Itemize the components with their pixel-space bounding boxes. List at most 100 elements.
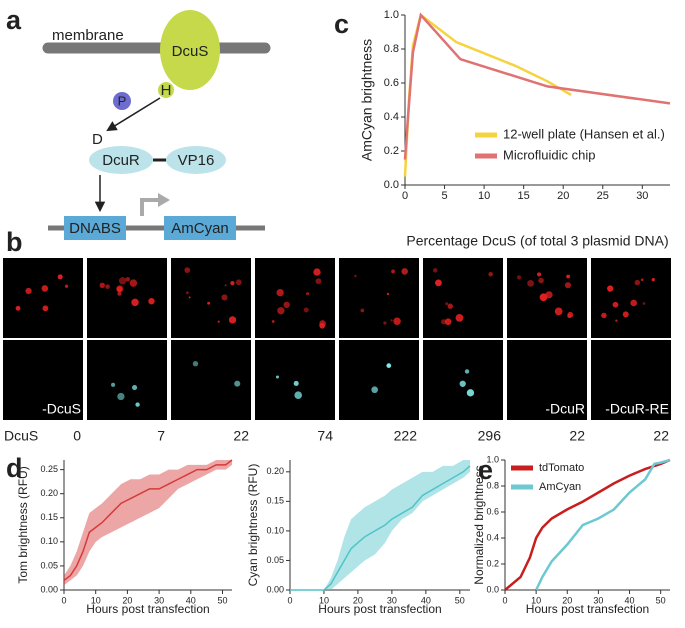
cell-spot: [224, 284, 227, 287]
cell-spot: [642, 302, 646, 305]
cell-spot: [601, 312, 607, 319]
cell-spot: [294, 391, 303, 400]
x-tick-label: 40: [625, 595, 635, 605]
y-axis-title: Normalized brightness: [472, 465, 486, 584]
y-tick-label: 0.05: [40, 560, 58, 570]
error-band: [290, 460, 470, 590]
amount-label: 296: [478, 428, 502, 444]
micrograph: [423, 340, 503, 420]
promoter-arrowhead: [158, 193, 170, 207]
cell-spot: [41, 285, 49, 292]
cell-spot: [117, 291, 122, 296]
micrograph: [171, 340, 251, 420]
cell-spot: [117, 392, 125, 401]
y-tick-label: 0.6: [384, 77, 399, 89]
y-tick-label: 0.4: [384, 111, 399, 123]
cell-spot: [271, 320, 275, 323]
cell-spot: [634, 279, 641, 286]
cell-spot: [393, 317, 401, 325]
dnabs-label: DNABS: [69, 220, 121, 237]
histidine-site: [158, 82, 174, 98]
cell-spot: [383, 321, 387, 325]
y-tick-label: 0.15: [40, 512, 58, 522]
x-tick-label: 50: [656, 595, 666, 605]
dnabs-box: [64, 216, 126, 240]
x-tick-label: 25: [597, 190, 609, 202]
y-tick-label: 1.0: [486, 454, 499, 464]
cell-spot: [118, 277, 127, 285]
x-tick-label: 0: [287, 595, 292, 605]
cell-spot: [135, 402, 140, 407]
cell-spot: [184, 267, 191, 273]
micrograph: [87, 340, 167, 420]
row-label: DcuS: [4, 428, 38, 444]
x-tick-label: 30: [387, 595, 397, 605]
cell-spot: [15, 305, 21, 311]
y-tick-label: 0.8: [384, 43, 399, 55]
cell-spot: [545, 291, 553, 299]
cell-spot: [116, 286, 123, 293]
cell-spot: [25, 287, 32, 295]
x-tick-label: 30: [154, 595, 164, 605]
x-tick-label: 30: [636, 190, 648, 202]
data-line: [63, 459, 233, 581]
cell-spot: [303, 307, 309, 313]
cell-spot: [401, 268, 408, 275]
y-tick-label: 0.4: [486, 532, 499, 542]
cell-spot: [527, 279, 534, 287]
dcus-protein: [160, 10, 220, 90]
y-tick-label: 0.2: [486, 558, 499, 568]
cell-spot: [447, 303, 453, 309]
y-axis-title: Tom brightness (RFU): [16, 466, 30, 583]
legend-label: AmCyan: [539, 481, 581, 493]
x-tick-label: 50: [217, 595, 227, 605]
y-tick-label: 0.20: [266, 466, 284, 476]
cell-spot: [313, 268, 321, 276]
x-tick-label: 10: [531, 595, 541, 605]
cell-spot: [293, 380, 299, 386]
cell-spot: [188, 296, 191, 299]
arrow: [106, 97, 161, 132]
amount-label: 222: [394, 428, 418, 444]
x-tick-label: 50: [455, 595, 465, 605]
x-tick-label: 20: [353, 595, 363, 605]
cell-spot: [391, 269, 395, 274]
micrograph: [171, 258, 251, 338]
cell-spot: [105, 284, 110, 289]
panel-label: e: [478, 455, 493, 485]
y-tick-label: 0.6: [486, 506, 499, 516]
cell-spot: [630, 299, 638, 307]
cell-spot: [230, 281, 235, 286]
x-tick-label: 40: [421, 595, 431, 605]
cell-spot: [192, 361, 199, 367]
micrograph: [591, 340, 671, 420]
data-line: [535, 458, 671, 591]
cell-spot: [148, 298, 155, 305]
cell-spot: [360, 308, 365, 313]
phosphate-label: P: [118, 93, 127, 108]
cell-spot: [235, 279, 242, 286]
promoter-arrow: [140, 198, 160, 216]
x-tick-label: 40: [186, 595, 196, 605]
micrograph: [507, 340, 587, 420]
cell-spot: [640, 278, 644, 282]
x-tick-label: 10: [478, 190, 490, 202]
y-tick-label: 0.0: [384, 179, 399, 191]
cell-spot: [283, 301, 290, 309]
cell-spot: [554, 307, 563, 316]
y-tick-label: 0.10: [266, 525, 284, 535]
micrograph: [591, 258, 671, 338]
legend-label: 12-well plate (Hansen et al.): [503, 126, 665, 141]
x-tick-label: 20: [562, 595, 572, 605]
data-line: [290, 465, 471, 591]
y-tick-label: 0.2: [384, 145, 399, 157]
amcyan-label: AmCyan: [171, 220, 229, 237]
cell-spot: [567, 314, 572, 319]
vp16-label: VP16: [178, 152, 215, 169]
dcur-protein: [89, 146, 153, 174]
cell-spot: [185, 291, 189, 295]
error-band: [64, 460, 232, 586]
cell-spot: [466, 389, 475, 397]
amount-label: 0: [73, 428, 81, 444]
